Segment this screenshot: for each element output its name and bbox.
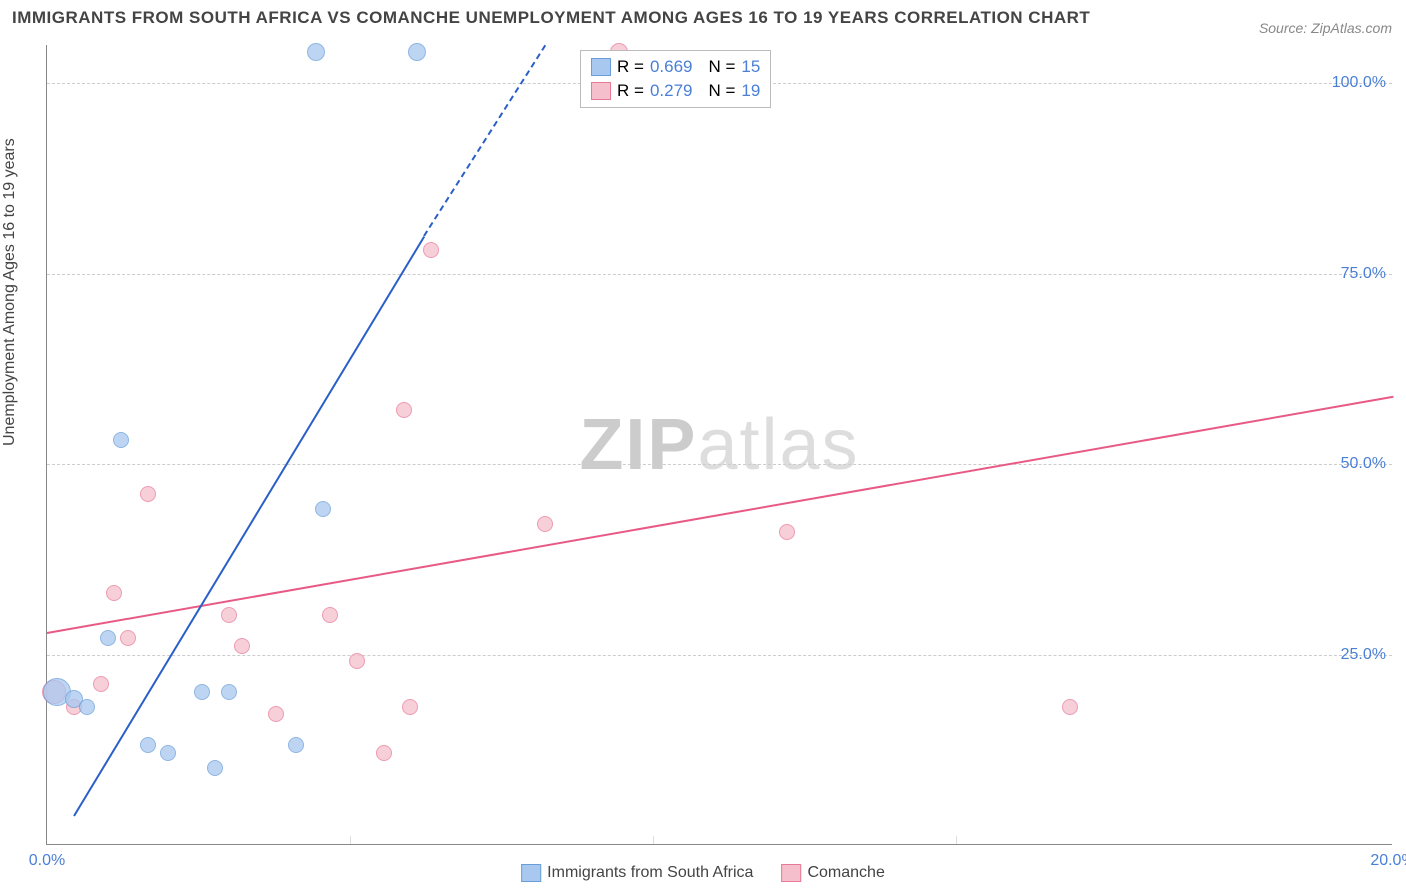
data-point	[221, 607, 237, 623]
data-point	[779, 524, 795, 540]
gridline-h	[47, 274, 1392, 275]
data-point	[93, 676, 109, 692]
data-point	[349, 653, 365, 669]
data-point	[408, 43, 426, 61]
trendline	[423, 45, 546, 237]
plot-area: ZIPatlas 25.0%50.0%75.0%100.0%0.0%20.0%	[46, 45, 1392, 845]
data-point	[307, 43, 325, 61]
trendline	[47, 395, 1393, 633]
data-point	[221, 684, 237, 700]
r-value-series1: 0.669	[650, 57, 693, 77]
y-tick-label: 100.0%	[1332, 74, 1386, 92]
r-label: R =	[617, 81, 644, 101]
legend-swatch-series2-icon	[781, 864, 801, 882]
y-tick-label: 50.0%	[1341, 455, 1386, 473]
data-point	[106, 585, 122, 601]
data-point	[322, 607, 338, 623]
watermark: ZIPatlas	[579, 404, 859, 486]
legend-swatch-series1	[591, 58, 611, 76]
data-point	[402, 699, 418, 715]
r-value-series2: 0.279	[650, 81, 693, 101]
n-label: N =	[708, 81, 735, 101]
trendline	[73, 236, 425, 816]
gridline-h	[47, 464, 1392, 465]
data-point	[423, 242, 439, 258]
gridline-v	[350, 836, 351, 844]
data-point	[315, 501, 331, 517]
legend-row-series2: R = 0.279 N = 19	[591, 79, 760, 103]
data-point	[376, 745, 392, 761]
x-tick-label: 0.0%	[29, 852, 65, 870]
legend-row-series1: R = 0.669 N = 15	[591, 55, 760, 79]
n-value-series1: 15	[741, 57, 760, 77]
data-point	[120, 630, 136, 646]
n-label: N =	[708, 57, 735, 77]
data-point	[113, 432, 129, 448]
gridline-h	[47, 655, 1392, 656]
data-point	[288, 737, 304, 753]
data-point	[234, 638, 250, 654]
data-point	[207, 760, 223, 776]
x-tick-label: 20.0%	[1370, 852, 1406, 870]
gridline-v	[653, 836, 654, 844]
data-point	[140, 737, 156, 753]
data-point	[160, 745, 176, 761]
legend-label-series1: Immigrants from South Africa	[547, 864, 753, 882]
chart-title: IMMIGRANTS FROM SOUTH AFRICA VS COMANCHE…	[12, 8, 1090, 28]
legend-series: Immigrants from South Africa Comanche	[521, 864, 885, 882]
data-point	[268, 706, 284, 722]
data-point	[100, 630, 116, 646]
legend-swatch-series2	[591, 82, 611, 100]
data-point	[396, 402, 412, 418]
legend-item-series1: Immigrants from South Africa	[521, 864, 753, 882]
y-tick-label: 75.0%	[1341, 265, 1386, 283]
data-point	[537, 516, 553, 532]
r-label: R =	[617, 57, 644, 77]
watermark-bold: ZIP	[579, 405, 697, 485]
data-point	[140, 486, 156, 502]
legend-swatch-series1-icon	[521, 864, 541, 882]
legend-item-series2: Comanche	[781, 864, 884, 882]
data-point	[1062, 699, 1078, 715]
source-attribution: Source: ZipAtlas.com	[1259, 20, 1392, 36]
legend-correlation: R = 0.669 N = 15 R = 0.279 N = 19	[580, 50, 771, 108]
watermark-light: atlas	[697, 405, 859, 485]
gridline-v	[956, 836, 957, 844]
y-tick-label: 25.0%	[1341, 646, 1386, 664]
n-value-series2: 19	[741, 81, 760, 101]
data-point	[194, 684, 210, 700]
legend-label-series2: Comanche	[807, 864, 884, 882]
y-axis-label: Unemployment Among Ages 16 to 19 years	[1, 138, 19, 446]
data-point	[79, 699, 95, 715]
